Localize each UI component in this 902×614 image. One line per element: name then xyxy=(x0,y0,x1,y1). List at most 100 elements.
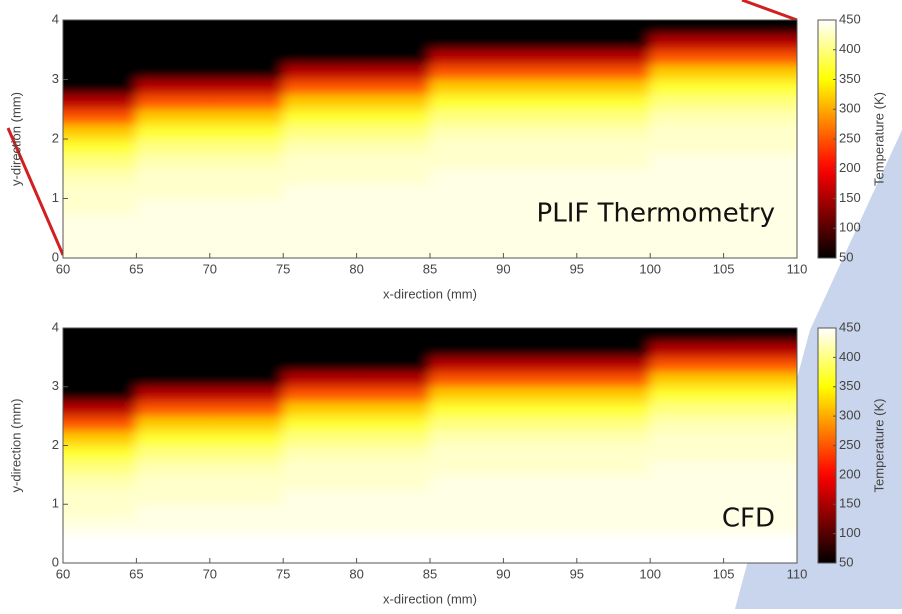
heatmap-cell xyxy=(283,228,357,244)
heatmap-cell xyxy=(503,342,577,358)
heatmap-cell xyxy=(43,342,137,358)
heatmap-cell xyxy=(430,357,504,373)
heatmap-cell xyxy=(356,308,430,343)
heatmap-cell xyxy=(43,94,137,110)
heatmap-cell xyxy=(136,533,210,549)
heatmap-cell xyxy=(430,109,504,125)
y-tick-label: 2 xyxy=(52,130,59,145)
colorbar-tick-label: 350 xyxy=(839,71,861,86)
y-tick-label: 4 xyxy=(52,11,59,26)
heatmap-cell xyxy=(576,109,650,125)
heatmap-cell xyxy=(209,49,283,65)
heatmap-cell xyxy=(283,504,357,520)
heatmap-cell xyxy=(356,533,430,549)
heatmap-cell xyxy=(209,213,283,229)
x-tick-label: 80 xyxy=(349,261,363,276)
heatmap-cell xyxy=(650,34,724,50)
heatmap-cell xyxy=(503,518,577,534)
heatmap-cell xyxy=(283,109,357,125)
colorbar-tick-label: 100 xyxy=(839,220,861,235)
heatmap-cell xyxy=(503,460,577,476)
heatmap-cell xyxy=(430,79,504,95)
heatmap-cell xyxy=(503,34,577,50)
heatmap-cell xyxy=(576,533,650,549)
heatmap-cell xyxy=(576,139,650,155)
heatmap-cell xyxy=(650,94,724,110)
heatmap-cell xyxy=(576,430,650,446)
x-tick-label: 110 xyxy=(787,261,808,276)
heatmap-cell xyxy=(650,533,724,549)
y-tick-label: 3 xyxy=(52,71,59,86)
heatmap-cell xyxy=(430,168,504,184)
heatmap-cell xyxy=(650,183,724,199)
heatmap-cell xyxy=(43,416,137,432)
heatmap-cell xyxy=(576,94,650,110)
heatmap-cell xyxy=(43,34,137,50)
heatmap-cell xyxy=(209,198,283,214)
heatmap-cell xyxy=(356,430,430,446)
heatmap-cell xyxy=(43,401,137,417)
heatmap-cell xyxy=(723,228,817,244)
heatmap-cell xyxy=(43,357,137,373)
heatmap-cell xyxy=(576,124,650,140)
heatmap-cell xyxy=(430,183,504,199)
heatmap-cell xyxy=(283,139,357,155)
heatmap-cell xyxy=(209,518,283,534)
heatmap-cell xyxy=(136,198,210,214)
heatmap-cell xyxy=(430,153,504,169)
colorbar-tick-label: 300 xyxy=(839,408,861,423)
colorbar-tick-label: 350 xyxy=(839,378,861,393)
heatmap-cell xyxy=(576,342,650,358)
heatmap-cell xyxy=(136,168,210,184)
heatmap-cell xyxy=(136,228,210,244)
annotation: CFD xyxy=(722,504,775,534)
heatmap-cell xyxy=(503,308,577,343)
heatmap-cell xyxy=(650,518,724,534)
heatmap-cell xyxy=(503,243,577,278)
heatmap-cell xyxy=(43,109,137,125)
heatmap-cell xyxy=(43,474,137,490)
heatmap-cell xyxy=(209,474,283,490)
heatmap-cell xyxy=(209,34,283,50)
heatmap-cell xyxy=(430,401,504,417)
heatmap-cell xyxy=(356,228,430,244)
heatmap-cell xyxy=(209,489,283,505)
colorbar-tick-label: 200 xyxy=(839,160,861,175)
heatmap-cell xyxy=(283,308,357,343)
y-tick-label: 1 xyxy=(52,190,59,205)
heatmap-cell xyxy=(430,372,504,388)
x-tick-label: 85 xyxy=(423,566,437,581)
heatmap-cell xyxy=(283,460,357,476)
heatmap-cell xyxy=(723,153,817,169)
heatmap-cell xyxy=(650,386,724,402)
heatmap-cell xyxy=(356,386,430,402)
heatmap-cell xyxy=(136,474,210,490)
heatmap-cell xyxy=(283,445,357,461)
heatmap-cell xyxy=(136,183,210,199)
heatmap-cell xyxy=(136,213,210,229)
heatmap-cell xyxy=(43,518,137,534)
heatmap-cell xyxy=(356,372,430,388)
x-tick-label: 70 xyxy=(203,566,217,581)
colorbar-label: Temperature (K) xyxy=(871,92,886,186)
heatmap-cell xyxy=(136,139,210,155)
x-tick-label: 105 xyxy=(713,261,735,276)
heatmap-cell xyxy=(136,460,210,476)
heatmap-cell xyxy=(136,124,210,140)
heatmap-cells xyxy=(43,0,817,278)
heatmap-cell xyxy=(503,430,577,446)
heatmap-cell xyxy=(430,474,504,490)
heatmap-cell xyxy=(650,504,724,520)
heatmap-cell xyxy=(356,153,430,169)
heatmap-cell xyxy=(209,416,283,432)
heatmap-cell xyxy=(723,183,817,199)
heatmap-cell xyxy=(283,183,357,199)
heatmap-cell xyxy=(503,0,577,35)
x-tick-label: 80 xyxy=(349,566,363,581)
heatmap-cell xyxy=(283,198,357,214)
heatmap-cell xyxy=(503,372,577,388)
y-tick-label: 1 xyxy=(52,496,59,511)
heatmap-cell xyxy=(283,401,357,417)
heatmap-cell xyxy=(283,489,357,505)
colorbar-label: Temperature (K) xyxy=(871,399,886,493)
